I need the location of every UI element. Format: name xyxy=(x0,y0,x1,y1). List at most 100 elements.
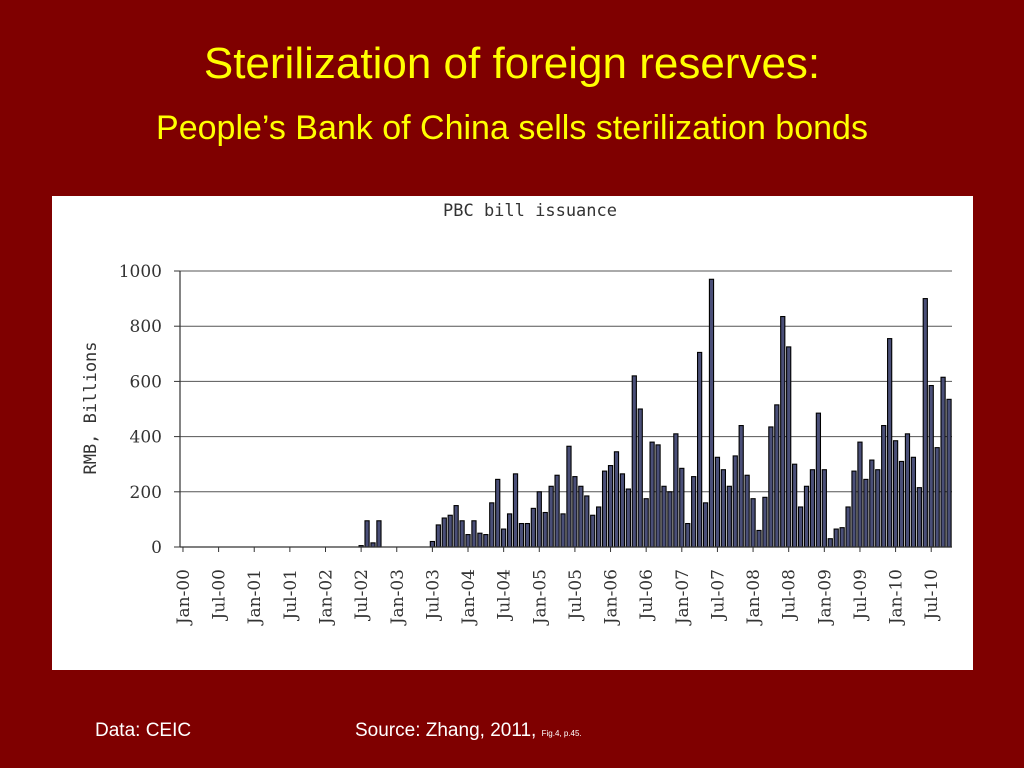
bar xyxy=(489,502,495,548)
x-tick-label: Jan-06 xyxy=(602,569,622,626)
bar xyxy=(934,447,940,548)
bar xyxy=(833,528,839,548)
bar xyxy=(875,469,881,548)
x-tick-label: Jan-10 xyxy=(887,569,907,626)
bar xyxy=(613,451,620,548)
bar xyxy=(904,433,911,548)
bar xyxy=(578,485,584,548)
bar xyxy=(702,502,709,548)
footer-data-credit: Data: CEIC xyxy=(95,720,192,741)
x-tick-label: Jan-01 xyxy=(245,569,265,626)
bar xyxy=(572,476,578,548)
bar xyxy=(560,513,566,548)
y-tick-label: 400 xyxy=(130,428,162,448)
y-tick-label: 200 xyxy=(130,483,162,503)
bar xyxy=(762,496,768,548)
x-tick-label: Jan-05 xyxy=(530,569,550,626)
slide-subtitle: People’s Bank of China sells sterilizati… xyxy=(156,109,868,147)
bar xyxy=(536,491,542,548)
bar xyxy=(429,540,436,548)
bar xyxy=(696,351,703,548)
bar xyxy=(661,485,667,548)
x-tick-label: Jul-07 xyxy=(708,569,728,622)
y-tick-label: 0 xyxy=(151,538,162,558)
chart-panel: PBC bill issuance RMB, Billions 0 200 400 6… xyxy=(52,196,973,670)
bar xyxy=(845,506,851,548)
y-tick-label: 600 xyxy=(130,372,162,392)
x-tick-label: Jul-09 xyxy=(851,569,871,622)
axes xyxy=(174,270,952,552)
x-tick-label: Jul-00 xyxy=(210,569,230,622)
bar xyxy=(797,506,804,548)
bar xyxy=(655,444,661,548)
bar xyxy=(530,507,536,548)
bar xyxy=(601,470,608,548)
bar xyxy=(477,532,483,548)
bar xyxy=(584,495,590,548)
bar xyxy=(928,384,934,548)
bar xyxy=(453,505,459,548)
bar xyxy=(720,469,726,548)
x-tick-label: Jan-08 xyxy=(744,569,764,626)
bar xyxy=(892,440,899,548)
x-tick-label: Jan-04 xyxy=(459,569,479,626)
bar xyxy=(524,522,531,548)
bar-chart: PBC bill issuance RMB, Billions 0 200 400 6… xyxy=(81,201,952,626)
x-tick-label: Jan-00 xyxy=(174,569,194,626)
bar xyxy=(459,520,465,548)
bar xyxy=(857,441,863,548)
bar xyxy=(744,474,750,548)
bar xyxy=(714,456,721,548)
bar xyxy=(548,485,554,548)
bar xyxy=(756,529,762,548)
bar xyxy=(786,346,792,548)
bar xyxy=(441,517,447,548)
footer-source-reference: Fig.4, p.45. xyxy=(541,729,582,738)
x-tick-label: Jan-02 xyxy=(316,569,336,626)
bar xyxy=(774,404,780,548)
bar xyxy=(673,433,679,548)
bar xyxy=(495,478,501,548)
bar xyxy=(916,487,922,548)
x-tick-label: Jan-09 xyxy=(815,569,835,626)
x-tick-label: Jul-08 xyxy=(780,569,800,622)
bar xyxy=(685,522,691,548)
bar xyxy=(679,467,685,548)
bar xyxy=(738,425,744,548)
bar xyxy=(803,485,810,548)
bars xyxy=(358,278,952,548)
bar xyxy=(619,473,626,548)
x-tick-label: Jul-06 xyxy=(637,569,657,622)
bar xyxy=(839,527,845,548)
x-tick-label: Jul-04 xyxy=(495,569,515,622)
gridlines xyxy=(180,270,952,493)
y-tick-label: 1000 xyxy=(119,262,162,282)
bar xyxy=(667,491,673,548)
x-tick-label: Jul-02 xyxy=(352,569,372,622)
bar xyxy=(643,498,649,548)
bar xyxy=(898,460,905,548)
y-tick-label: 800 xyxy=(130,317,162,337)
bar xyxy=(809,469,816,548)
bar xyxy=(922,298,928,548)
x-tick-label: Jul-05 xyxy=(566,569,586,622)
bar xyxy=(625,488,631,548)
chart-title: PBC bill issuance xyxy=(443,201,617,221)
bar xyxy=(542,511,548,548)
bar xyxy=(869,459,875,548)
bar xyxy=(471,520,477,548)
bar xyxy=(637,408,643,548)
x-tick-label: Jan-03 xyxy=(388,569,408,626)
bar xyxy=(435,524,441,548)
x-tick-label: Jul-10 xyxy=(922,569,942,622)
bar xyxy=(726,485,732,548)
bar xyxy=(566,445,572,548)
bar xyxy=(518,522,525,548)
bar xyxy=(596,506,602,548)
footer-source: Source: Zhang, 2011, Fig.4, p.45. xyxy=(355,720,582,742)
bar xyxy=(732,455,738,548)
bar xyxy=(364,520,370,548)
bar xyxy=(910,456,917,548)
bar xyxy=(649,441,655,548)
footer-source-text: Source: Zhang, 2011, xyxy=(355,720,542,741)
